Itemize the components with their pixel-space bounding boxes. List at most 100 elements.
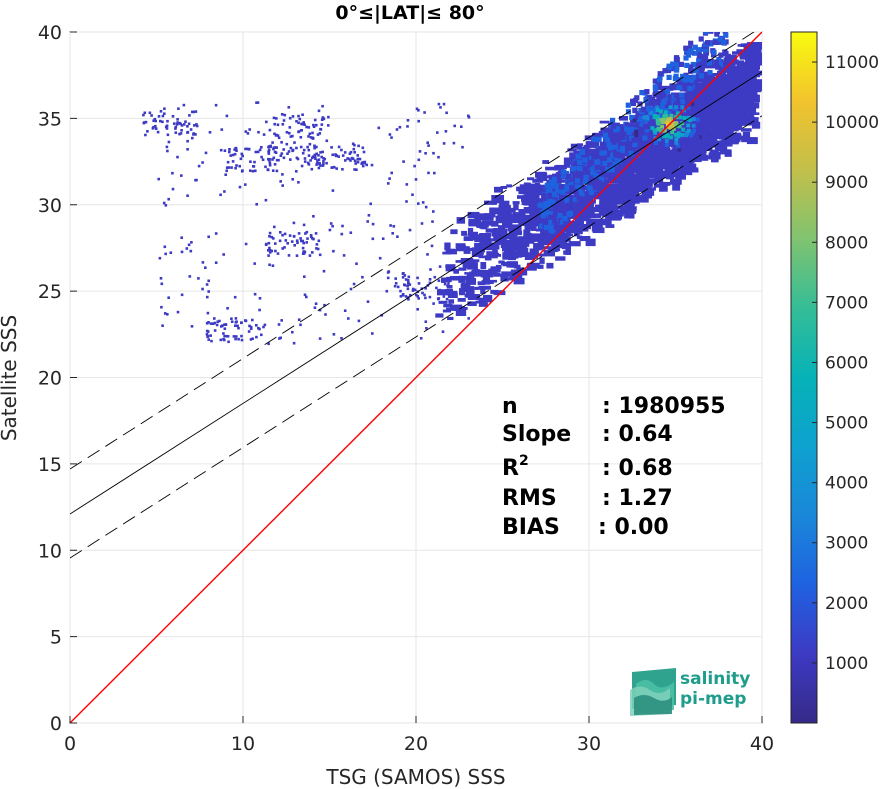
density-cell (224, 323, 228, 326)
regression-lines (70, 32, 762, 723)
density-cell (510, 269, 523, 274)
y-tick-label: 10 (38, 540, 62, 562)
density-cell (258, 308, 261, 312)
density-cell (595, 172, 607, 180)
density-cell (672, 183, 681, 191)
density-cell (698, 61, 704, 67)
density-cell (210, 339, 213, 343)
density-cell (703, 122, 715, 127)
density-cell (404, 295, 408, 298)
density-cell (655, 105, 660, 110)
density-cell (631, 148, 641, 155)
density-cell (301, 246, 305, 250)
density-cell (429, 268, 432, 271)
density-cell (341, 168, 344, 171)
density-cell (226, 335, 230, 338)
density-cell (703, 47, 709, 53)
density-cell (495, 215, 505, 224)
density-cell (509, 207, 516, 213)
density-cell (311, 136, 314, 140)
density-cell (476, 222, 485, 228)
density-cell (746, 137, 758, 145)
density-cell (323, 157, 326, 161)
density-cell (461, 230, 468, 236)
density-cell (748, 107, 755, 113)
density-cell (195, 123, 198, 126)
density-cell (467, 227, 474, 236)
density-cell (733, 60, 745, 65)
density-cell (737, 64, 746, 71)
density-cell (644, 193, 653, 199)
density-cell (271, 264, 275, 267)
density-cell (166, 119, 169, 123)
density-cell (204, 266, 207, 269)
density-cell (290, 240, 294, 243)
density-cell (460, 283, 471, 291)
density-cell (231, 153, 235, 157)
density-cell (317, 109, 321, 113)
density-cell (692, 98, 704, 104)
density-cell (634, 95, 640, 101)
density-cell (684, 92, 690, 98)
density-cell (575, 201, 581, 208)
density-cell (526, 183, 537, 189)
density-cell (268, 251, 272, 254)
density-cell (142, 113, 145, 117)
density-cell (207, 235, 210, 239)
density-cell (204, 151, 208, 155)
density-cell (653, 91, 659, 97)
density-cell (628, 126, 634, 132)
density-cell (690, 111, 698, 116)
density-cell (148, 111, 152, 115)
density-cell (311, 251, 314, 254)
density-cell (433, 171, 436, 175)
density-cell (711, 49, 717, 55)
density-cell (301, 113, 304, 116)
density-cell (307, 154, 311, 157)
density-cell (233, 152, 237, 156)
density-cell (163, 107, 166, 110)
density-cell (691, 74, 697, 80)
density-cell (159, 119, 162, 123)
density-cell (715, 117, 727, 123)
colorbar-tick-label: 8000 (825, 233, 868, 253)
density-cell (347, 317, 350, 320)
density-cell (681, 127, 686, 132)
density-cell (466, 278, 477, 285)
density-cell (424, 287, 427, 290)
density-cell (160, 305, 163, 309)
density-cell (419, 337, 423, 340)
density-cell (680, 133, 685, 137)
density-cell (609, 167, 615, 173)
density-cell (610, 152, 616, 158)
density-cell (698, 36, 704, 42)
stat-rms-value: : 1.27 (602, 486, 673, 511)
x-tick-label: 20 (404, 733, 428, 755)
density-cell (289, 158, 292, 161)
density-cell (398, 125, 402, 129)
density-cell (461, 145, 464, 149)
density-cell (227, 166, 231, 169)
density-cell (315, 247, 318, 250)
density-cell (591, 162, 598, 168)
density-cell (144, 133, 147, 137)
density-cell (719, 85, 729, 90)
density-cell (236, 324, 239, 328)
density-cell (619, 148, 626, 154)
density-cell (656, 121, 661, 126)
density-cell (321, 150, 324, 154)
density-cell (670, 64, 676, 71)
density-cell (230, 320, 234, 323)
density-cell (251, 318, 254, 322)
density-cell (584, 135, 597, 141)
density-cell (258, 297, 262, 300)
density-cell (709, 73, 718, 77)
density-cell (343, 309, 347, 312)
y-axis-label: Satellite SSS (0, 315, 21, 441)
density-cell (438, 288, 441, 292)
density-cell (661, 136, 668, 142)
density-cell (517, 243, 530, 247)
density-cell (445, 111, 448, 115)
density-cell (444, 242, 451, 251)
density-cell (676, 131, 681, 136)
